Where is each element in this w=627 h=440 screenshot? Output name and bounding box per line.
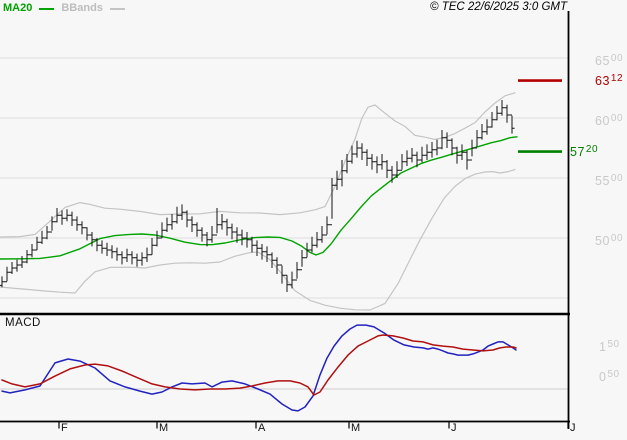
y-axis-label-5500-sup: 00 bbox=[610, 173, 624, 184]
y-axis-label-6000-sup: 00 bbox=[610, 113, 624, 124]
copyright-text: © TEC 22/6/2025 3:0 GMT bbox=[430, 1, 567, 13]
price-bars bbox=[0, 100, 515, 292]
macd-axis-label-1-5-sup: 50 bbox=[607, 339, 620, 350]
y-axis-label-5000-main: 50 bbox=[595, 234, 610, 248]
y-axis-label-6500-sup: 00 bbox=[610, 53, 624, 64]
macd-line bbox=[1, 324, 517, 412]
legend-ma20-label: MA20 bbox=[3, 2, 33, 14]
y-axis-label-5000: 5000 bbox=[595, 233, 623, 249]
macd-axis-label-0-5-sup: 50 bbox=[607, 369, 620, 380]
level-label-resistance-sup: 12 bbox=[610, 72, 624, 84]
y-axis-label-6000-main: 60 bbox=[595, 114, 610, 128]
legend-bbands-label: BBands bbox=[61, 2, 103, 14]
y-axis-label-5500: 5500 bbox=[595, 173, 623, 189]
month-label-0: F bbox=[61, 422, 68, 434]
y-axis-label-5500-main: 55 bbox=[595, 174, 610, 188]
bbands-line-swatch-icon bbox=[109, 7, 125, 10]
level-label-support-main: 57 bbox=[570, 144, 585, 159]
y-axis-label-6500: 6500 bbox=[595, 53, 623, 69]
level-label-resistance-main: 63 bbox=[595, 73, 610, 88]
level-label-resistance: 6312 bbox=[595, 73, 623, 89]
y-axis-label-5000-sup: 00 bbox=[610, 233, 624, 244]
macd-panel-title: MACD bbox=[5, 317, 41, 329]
month-label-5: J bbox=[570, 422, 576, 434]
month-label-1: M bbox=[159, 422, 169, 434]
signal-line bbox=[1, 334, 517, 396]
y-axis-label-6500-main: 65 bbox=[595, 54, 610, 68]
month-label-3: M bbox=[351, 422, 361, 434]
ma20-line-swatch-icon bbox=[39, 7, 55, 10]
macd-axis-label-1-5-main: 1 bbox=[599, 340, 607, 354]
macd-axis-label-1-5: 150 bbox=[599, 339, 620, 355]
month-label-2: A bbox=[258, 422, 266, 434]
bollinger-lower-band-line bbox=[0, 169, 516, 311]
macd-axis-label-0-5-main: 0 bbox=[599, 370, 607, 384]
macd-axis-label-0-5: 050 bbox=[599, 369, 620, 385]
level-label-support-sup: 20 bbox=[585, 143, 599, 155]
y-axis-label-6000: 6000 bbox=[595, 113, 623, 129]
month-label-4: J bbox=[451, 422, 457, 434]
bollinger-upper-band-line bbox=[0, 92, 516, 238]
ma20-line bbox=[0, 136, 518, 260]
chart-legend: MA20 BBands bbox=[3, 3, 125, 14]
level-label-support: 5720 bbox=[570, 144, 598, 160]
